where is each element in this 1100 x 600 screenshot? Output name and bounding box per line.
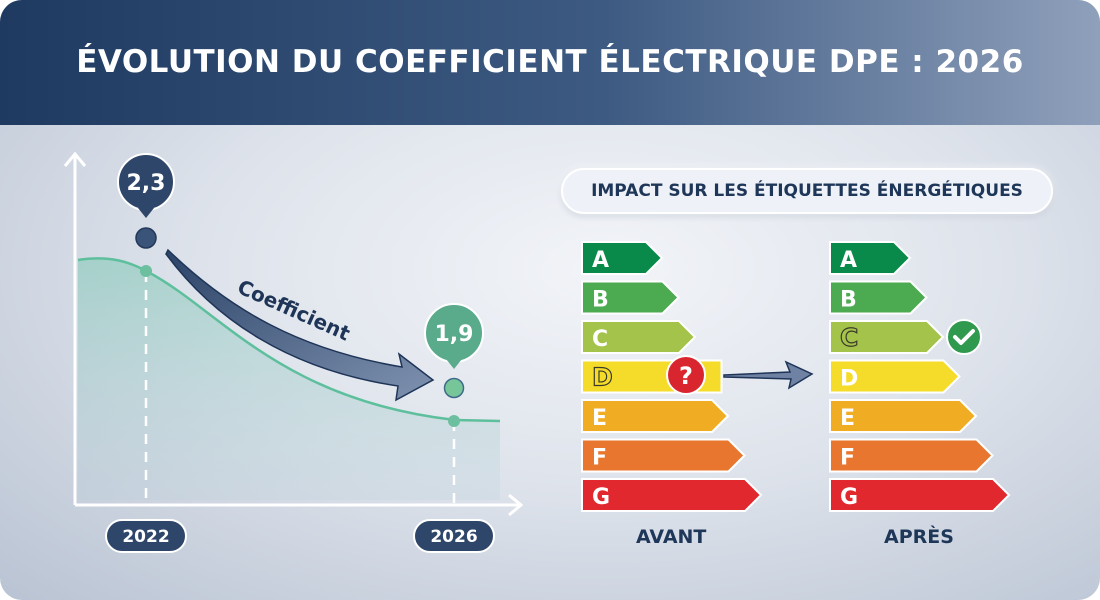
energy-letter: D: [592, 363, 613, 392]
energy-class-b: B: [581, 280, 680, 315]
energy-class-b: B: [829, 280, 928, 315]
energy-bar: [581, 320, 697, 354]
energy-letter: D: [840, 367, 858, 392]
energy-letter: C: [840, 323, 858, 352]
energy-class-g: G: [581, 478, 763, 512]
energy-class-a: A: [581, 241, 664, 275]
year-pill-2022: 2022: [105, 519, 187, 553]
energy-class-c: C: [829, 320, 945, 354]
before-caption: AVANT: [636, 526, 707, 548]
curve-point-2026: [448, 415, 460, 427]
energy-class-f: F: [829, 438, 994, 473]
trend-arrow-icon: [165, 248, 435, 402]
energy-bar: [581, 399, 730, 433]
energy-class-f: F: [581, 438, 746, 473]
energy-bar: [829, 241, 912, 275]
curve-line: [77, 257, 501, 423]
energy-bar: [829, 280, 928, 315]
energy-letter: C: [592, 327, 608, 352]
energy-class-e: E: [581, 399, 730, 433]
bubble-2026: 1,9: [424, 303, 484, 369]
energy-class-a: A: [829, 241, 912, 275]
value-2026: 1,9: [435, 322, 474, 347]
energy-bar: [581, 438, 746, 473]
value-2022: 2,3: [127, 171, 166, 196]
energy-bar: [581, 478, 763, 512]
curve-point-2022: [140, 265, 152, 277]
energy-class-d: D: [829, 359, 961, 394]
year-2022: 2022: [122, 527, 169, 547]
energy-letter: F: [592, 446, 607, 471]
energy-letter: F: [840, 446, 855, 471]
question-badge: ?: [666, 355, 706, 395]
question-mark-icon: ?: [679, 362, 693, 390]
year-2026: 2026: [430, 527, 477, 547]
energy-letter: E: [840, 406, 855, 431]
energy-letter: G: [592, 485, 610, 510]
after-caption: APRÈS: [884, 526, 954, 548]
page-title: ÉVOLUTION DU COEFFICIENT ÉLECTRIQUE DPE …: [76, 44, 1024, 80]
header-banner: ÉVOLUTION DU COEFFICIENT ÉLECTRIQUE DPE …: [0, 0, 1100, 125]
energy-class-g: G: [829, 478, 1011, 512]
energy-letter: A: [592, 248, 609, 273]
energy-bar: [829, 399, 978, 433]
energy-class-c: C: [581, 320, 697, 354]
energy-bar: [829, 320, 945, 354]
check-badge: [946, 319, 982, 355]
energy-bar: [829, 438, 994, 473]
curve-area: [78, 258, 500, 500]
transition-arrow-icon: [723, 360, 814, 390]
energy-bar: [829, 478, 1011, 512]
impact-title: IMPACT SUR LES ÉTIQUETTES ÉNERGÉTIQUES: [561, 168, 1053, 214]
marker-2022: [135, 227, 157, 249]
y-axis-arrow-icon: [63, 151, 87, 167]
energy-bar: [829, 359, 961, 394]
energy-bar: [581, 280, 680, 315]
energy-letter: G: [840, 485, 858, 510]
energy-class-e: E: [829, 399, 978, 433]
checkmark-icon: [953, 329, 975, 345]
year-pill-2026: 2026: [413, 519, 495, 553]
energy-letter: E: [592, 406, 607, 431]
arrow-label: Coefficient: [234, 275, 354, 346]
marker-2026: [443, 377, 465, 399]
energy-letter: B: [840, 288, 857, 313]
energy-bar: [581, 241, 664, 275]
x-axis-arrow-icon: [508, 493, 524, 517]
bubble-2022: 2,3: [117, 153, 175, 218]
energy-letter: B: [592, 288, 609, 313]
energy-letter: A: [840, 248, 857, 273]
